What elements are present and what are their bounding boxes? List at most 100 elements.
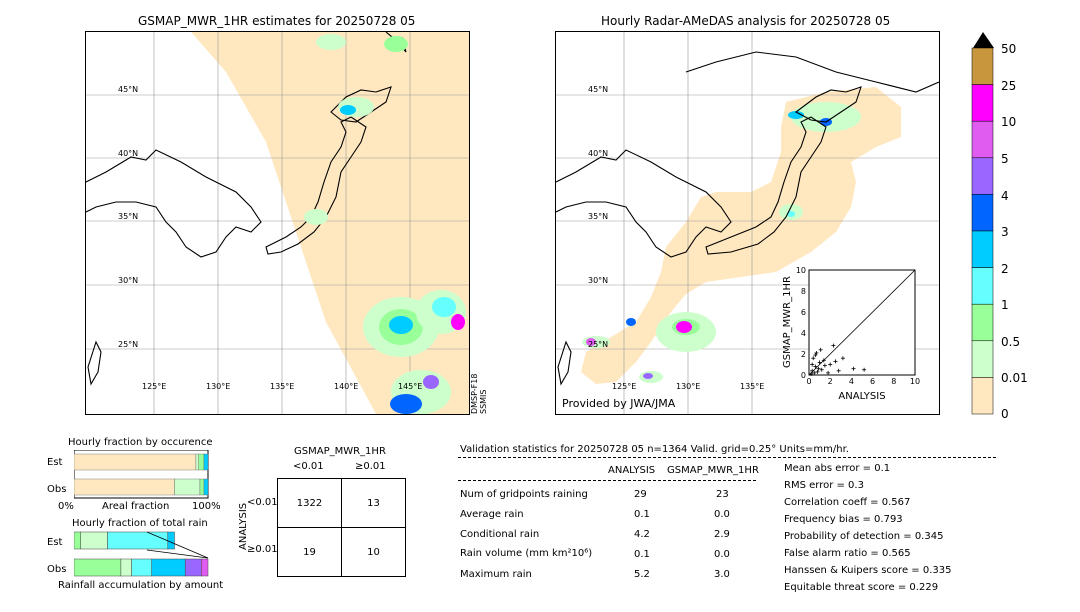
scatter-xtick: 10 [910, 377, 920, 386]
colorbar-segment [971, 120, 994, 159]
scatter-point [810, 362, 815, 367]
scatter-xtick: 8 [891, 377, 896, 386]
occ-x-mid: Areal fraction [102, 501, 170, 512]
stat-analysis: 0.1 [634, 549, 650, 560]
score-line: False alarm ratio = 0.565 [784, 548, 911, 559]
colorbar-segment [971, 157, 994, 195]
score-line: Probability of detection = 0.345 [784, 531, 944, 542]
scatter-xtick: 0 [806, 377, 811, 386]
scatter-ytick: 2 [801, 350, 806, 359]
scatter-point [840, 356, 845, 361]
occ-row-label: Est [47, 457, 63, 468]
validation-header: Validation statistics for 20250728 05 n=… [460, 444, 849, 455]
sensor-label: DMSP-F18 SSMIS [470, 373, 488, 414]
left-map: 45°N 40°N 35°N 30°N 25°N 125°E 130°E 135… [85, 31, 470, 415]
occ-bar-segment [174, 478, 201, 496]
validation-divider [458, 457, 996, 458]
stat-gsmap: 23 [716, 489, 729, 500]
colorbar-label: 2 [1001, 262, 1009, 276]
score-line: Mean abs error = 0.1 [784, 463, 891, 474]
scatter-point [821, 358, 826, 363]
lon-label: 130°E [206, 382, 231, 391]
contingency-row-axis: ANALYSIS [238, 502, 249, 550]
contingency-row-header: <0.01 [247, 497, 278, 508]
contingency-col-header: <0.01 [293, 461, 324, 472]
lon-label: 135°E [270, 382, 295, 391]
lat-label: 30°N [118, 276, 139, 285]
occ-bar-segment [199, 478, 205, 496]
validation-col-analysis: ANALYSIS [608, 465, 656, 476]
colorbar-segment [971, 194, 994, 232]
stat-gsmap: 0.0 [714, 549, 730, 560]
scatter-point [812, 370, 817, 375]
stat-analysis: 5.2 [634, 569, 650, 580]
scatter-point [811, 356, 816, 361]
stat-gsmap: 3.0 [714, 569, 730, 580]
colorbar-label: 50 [1001, 42, 1017, 56]
scatter-point [831, 343, 836, 348]
lat-label: 45°N [588, 85, 609, 94]
stat-label: Rain volume (mm km²10⁶) [460, 548, 593, 559]
occ-bar-segment [195, 453, 199, 471]
score-line: Correlation coeff = 0.567 [784, 497, 911, 508]
occ-bar-segment [74, 478, 175, 496]
scatter-point [826, 370, 831, 375]
colorbar-label: 25 [1001, 79, 1017, 93]
score-line: Hanssen & Kuipers score = 0.335 [784, 565, 952, 576]
stat-gsmap: 0.0 [714, 509, 730, 520]
score-line: Frequency bias = 0.793 [784, 514, 903, 525]
scatter-point [814, 350, 819, 355]
occ-chart-title: Hourly fraction by occurence [68, 437, 213, 448]
lat-label: 25°N [118, 340, 139, 349]
occ-x-right: 100% [192, 501, 221, 512]
stat-label: Num of gridpoints raining [460, 489, 588, 500]
colorbar-label: 0.01 [1001, 371, 1028, 385]
contingency-cell: 13 [341, 478, 406, 528]
colorbar-segment [971, 230, 994, 268]
rain-bar-segment [107, 531, 169, 550]
contingency-col-header: ≥0.01 [355, 461, 386, 472]
lon-label: 140°E [334, 382, 359, 391]
scatter-point [809, 371, 814, 376]
scatter-point [822, 363, 827, 368]
scatter-point [816, 366, 821, 371]
rain-row-label: Est [47, 537, 63, 548]
right-map-canvas [556, 32, 939, 414]
stat-gsmap: 2.9 [714, 529, 730, 540]
scatter-ylabel: GSMAP_MWR_1HR [782, 276, 793, 368]
stat-label: Maximum rain [460, 569, 532, 580]
scatter-point [817, 360, 822, 365]
rain-chart [74, 531, 209, 577]
scatter-xlabel: ANALYSIS [838, 391, 885, 402]
stat-label: Conditional rain [460, 529, 540, 540]
colorbar-segment [971, 340, 994, 378]
lat-label: 35°N [588, 212, 609, 221]
scatter-ytick: 10 [796, 266, 806, 275]
stat-label: Average rain [460, 509, 524, 520]
rain-bar-segment [80, 531, 108, 550]
left-rain-areas [304, 34, 466, 414]
colorbar-label: 5 [1001, 152, 1009, 166]
scatter-point [813, 353, 818, 358]
colorbar-label: 0 [1001, 407, 1009, 421]
scatter-point [810, 368, 815, 373]
scatter-point [813, 364, 818, 369]
rain-bar-segment [120, 558, 132, 577]
occ-bar-segment [74, 453, 197, 471]
radar-coverage [581, 87, 901, 384]
lon-label: 130°E [676, 382, 701, 391]
lat-label: 35°N [118, 212, 139, 221]
stat-analysis: 4.2 [634, 529, 650, 540]
colorbar-segment [971, 303, 994, 342]
rain-xlabel: Rainfall accumulation by amount [58, 580, 224, 591]
contingency-row-header: ≥0.01 [247, 544, 278, 555]
lat-label: 40°N [118, 149, 139, 158]
scatter-xtick: 2 [828, 377, 833, 386]
scatter-ytick: 0 [801, 371, 806, 380]
rain-connector [146, 531, 209, 559]
lon-label: 145°E [398, 382, 423, 391]
rain-chart-title: Hourly fraction of total rain [72, 518, 208, 529]
scatter-point [851, 366, 856, 371]
rain-bar-segment [74, 531, 81, 550]
right-rain-areas [582, 102, 861, 383]
